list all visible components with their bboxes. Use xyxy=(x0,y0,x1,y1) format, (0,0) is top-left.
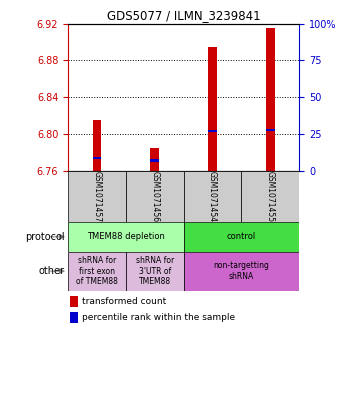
Text: shRNA for
3'UTR of
TMEM88: shRNA for 3'UTR of TMEM88 xyxy=(136,256,174,286)
Bar xyxy=(126,171,184,222)
Text: non-targetting
shRNA: non-targetting shRNA xyxy=(214,261,269,281)
Text: other: other xyxy=(39,266,65,276)
Bar xyxy=(266,28,275,171)
Text: GSM1071457: GSM1071457 xyxy=(92,171,101,222)
Bar xyxy=(68,222,184,252)
Bar xyxy=(266,129,275,131)
Text: GSM1071455: GSM1071455 xyxy=(266,171,275,222)
Text: shRNA for
first exon
of TMEM88: shRNA for first exon of TMEM88 xyxy=(76,256,118,286)
Bar xyxy=(208,47,217,171)
Bar xyxy=(184,171,241,222)
Text: protocol: protocol xyxy=(25,232,65,242)
Bar xyxy=(70,296,79,307)
Bar xyxy=(184,252,299,291)
Text: TMEM88 depletion: TMEM88 depletion xyxy=(87,232,165,241)
Title: GDS5077 / ILMN_3239841: GDS5077 / ILMN_3239841 xyxy=(107,9,260,22)
Text: GSM1071456: GSM1071456 xyxy=(150,171,159,222)
Bar xyxy=(126,252,184,291)
Text: control: control xyxy=(227,232,256,241)
Text: transformed count: transformed count xyxy=(82,297,166,306)
Bar xyxy=(241,171,299,222)
Bar xyxy=(184,222,299,252)
Text: percentile rank within the sample: percentile rank within the sample xyxy=(82,313,235,322)
Bar xyxy=(208,130,217,132)
Bar xyxy=(70,312,79,323)
Bar xyxy=(150,160,159,162)
Bar xyxy=(150,148,159,171)
Bar xyxy=(68,171,126,222)
Bar xyxy=(92,157,101,159)
Bar xyxy=(68,252,126,291)
Text: GSM1071454: GSM1071454 xyxy=(208,171,217,222)
Bar xyxy=(92,120,101,171)
